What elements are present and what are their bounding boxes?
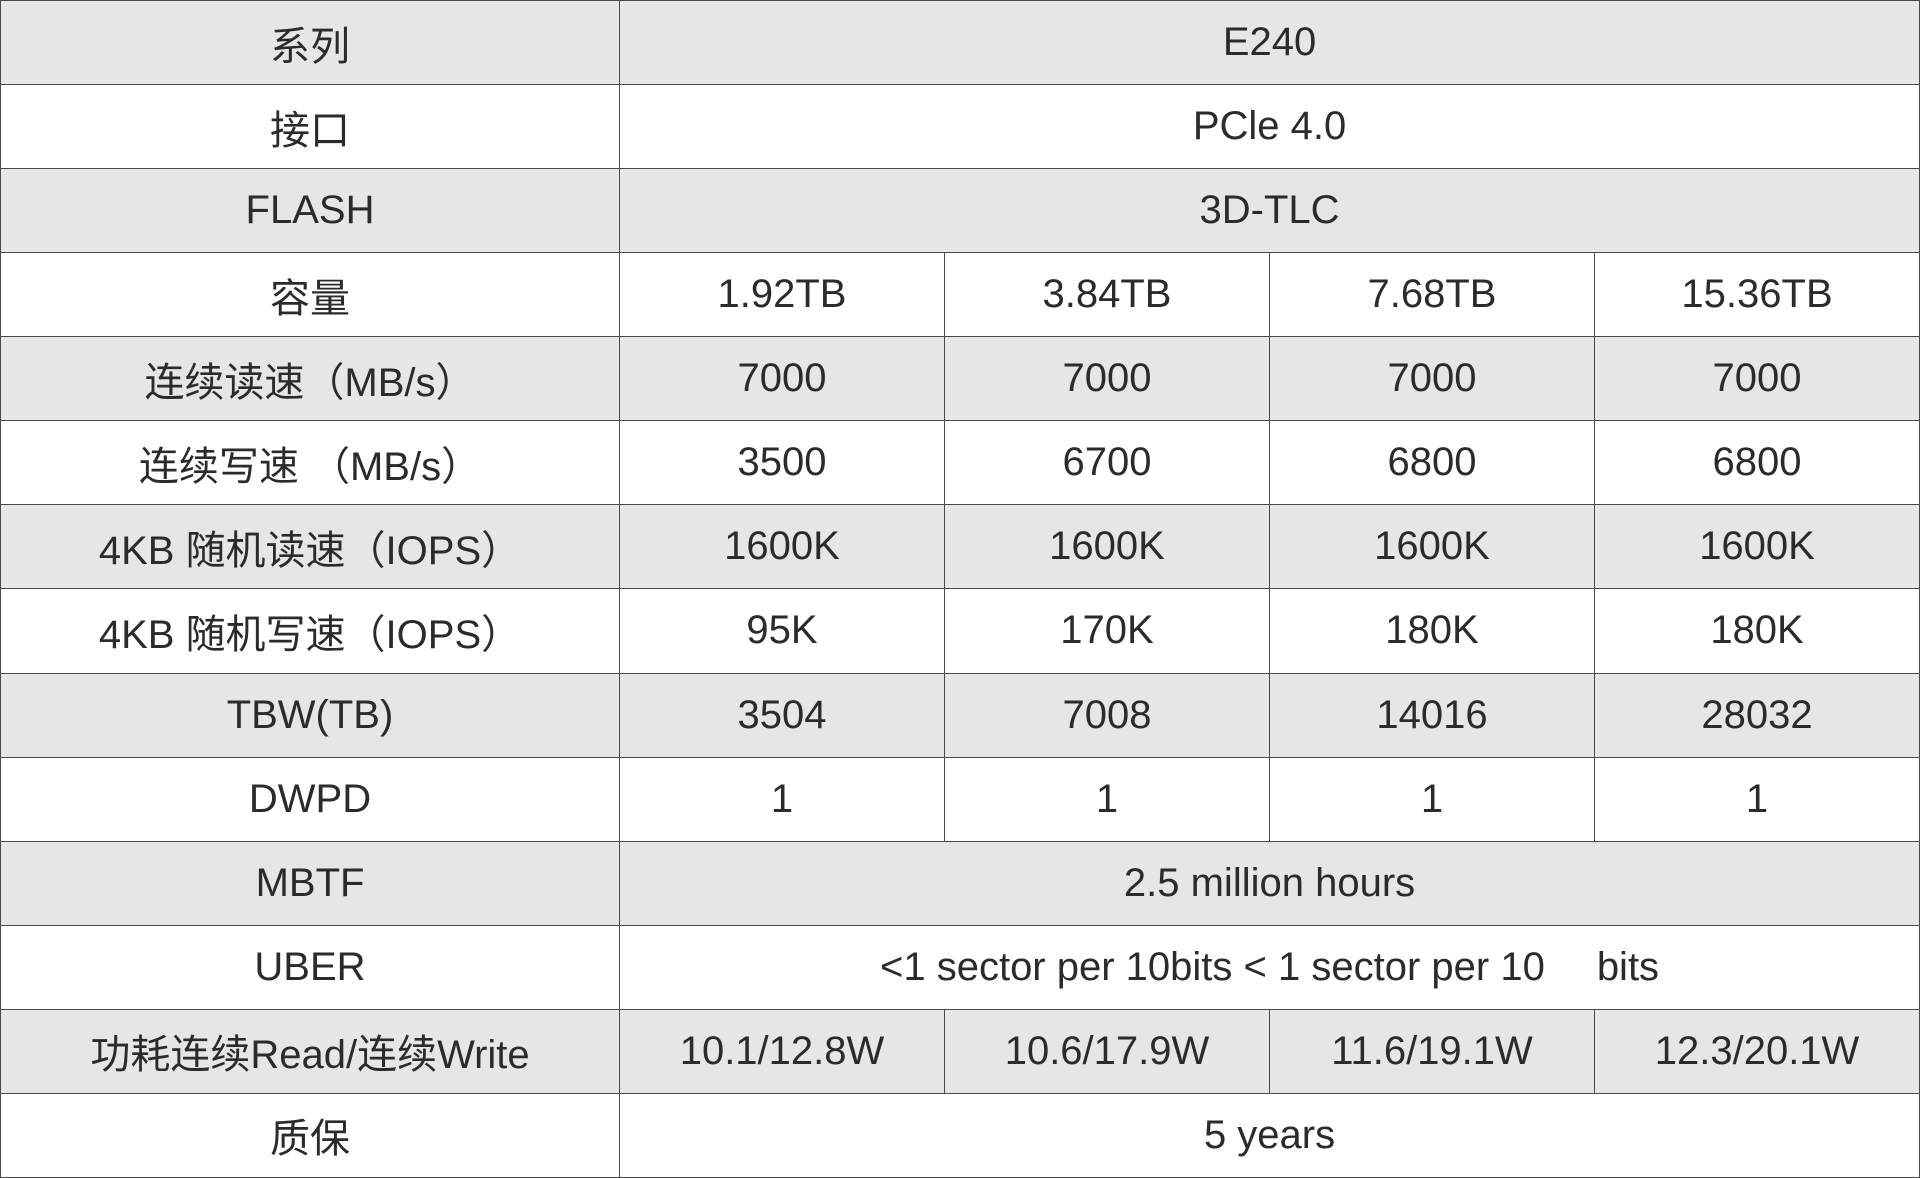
label-tbw: TBW(TB) [0,672,620,758]
label-power: 功耗连续Read/连续Write [0,1008,620,1094]
value-seq-read-1: 7000 [619,336,945,422]
value-uber: <1 sector per 10bits < 1 sector per 10 bi… [618,924,1920,1010]
value-tbw-3: 14016 [1269,672,1595,758]
row-warranty: 质保 5 years [0,1092,1920,1178]
row-series: 系列 E240 [0,0,1920,86]
value-rand-write-2: 170K [944,588,1270,674]
value-seq-read-2: 7000 [944,336,1270,422]
value-capacity-3: 7.68TB [1269,252,1595,338]
value-rand-read-3: 1600K [1269,504,1595,590]
row-flash: FLASH 3D-TLC [0,168,1920,254]
value-series: E240 [618,0,1920,86]
value-capacity-2: 3.84TB [944,252,1270,338]
label-flash: FLASH [0,168,620,254]
value-dwpd-3: 1 [1269,756,1595,842]
value-seq-write-4: 6800 [1593,420,1920,506]
value-power-3: 11.6/19.1W [1269,1008,1595,1094]
value-rand-read-1: 1600K [619,504,945,590]
value-dwpd-2: 1 [944,756,1270,842]
value-rand-read-2: 1600K [944,504,1270,590]
value-uber-part2: bits [1596,944,1660,989]
label-warranty: 质保 [0,1092,620,1178]
row-mbtf: MBTF 2.5 million hours [0,840,1920,926]
label-series: 系列 [0,0,620,86]
label-dwpd: DWPD [0,756,620,842]
row-rand-read: 4KB 随机读速（IOPS） 1600K 1600K 1600K 1600K [0,504,1920,590]
label-seq-read: 连续读速（MB/s） [0,336,620,422]
label-interface: 接口 [0,84,620,170]
value-seq-write-3: 6800 [1269,420,1595,506]
value-tbw-4: 28032 [1593,672,1920,758]
label-uber: UBER [0,924,620,1010]
label-rand-read: 4KB 随机读速（IOPS） [0,504,620,590]
row-dwpd: DWPD 1 1 1 1 [0,756,1920,842]
row-tbw: TBW(TB) 3504 7008 14016 28032 [0,672,1920,758]
value-tbw-1: 3504 [619,672,945,758]
value-interface: PCle 4.0 [618,84,1920,170]
value-seq-read-4: 7000 [1593,336,1920,422]
value-seq-write-2: 6700 [944,420,1270,506]
value-seq-write-1: 3500 [619,420,945,506]
label-mbtf: MBTF [0,840,620,926]
value-rand-write-3: 180K [1269,588,1595,674]
value-capacity-1: 1.92TB [619,252,945,338]
label-capacity: 容量 [0,252,620,338]
value-dwpd-4: 1 [1593,756,1920,842]
value-power-2: 10.6/17.9W [944,1008,1270,1094]
row-capacity: 容量 1.92TB 3.84TB 7.68TB 15.36TB [0,252,1920,338]
row-uber: UBER <1 sector per 10bits < 1 sector per… [0,924,1920,1010]
value-tbw-2: 7008 [944,672,1270,758]
value-rand-write-4: 180K [1593,588,1920,674]
value-warranty: 5 years [618,1092,1920,1178]
row-interface: 接口 PCle 4.0 [0,84,1920,170]
value-capacity-4: 15.36TB [1593,252,1920,338]
row-power: 功耗连续Read/连续Write 10.1/12.8W 10.6/17.9W 1… [0,1008,1920,1094]
row-seq-read: 连续读速（MB/s） 7000 7000 7000 7000 [0,336,1920,422]
value-flash: 3D-TLC [618,168,1920,254]
value-power-1: 10.1/12.8W [619,1008,945,1094]
label-seq-write: 连续写速 （MB/s） [0,420,620,506]
value-seq-read-3: 7000 [1269,336,1595,422]
value-rand-read-4: 1600K [1593,504,1920,590]
value-rand-write-1: 95K [619,588,945,674]
row-rand-write: 4KB 随机写速（IOPS） 95K 170K 180K 180K [0,588,1920,674]
label-rand-write: 4KB 随机写速（IOPS） [0,588,620,674]
value-power-4: 12.3/20.1W [1593,1008,1920,1094]
value-dwpd-1: 1 [619,756,945,842]
row-seq-write: 连续写速 （MB/s） 3500 6700 6800 6800 [0,420,1920,506]
value-mbtf: 2.5 million hours [618,840,1920,926]
value-uber-part1: <1 sector per 10bits < 1 sector per 10 [879,944,1545,989]
